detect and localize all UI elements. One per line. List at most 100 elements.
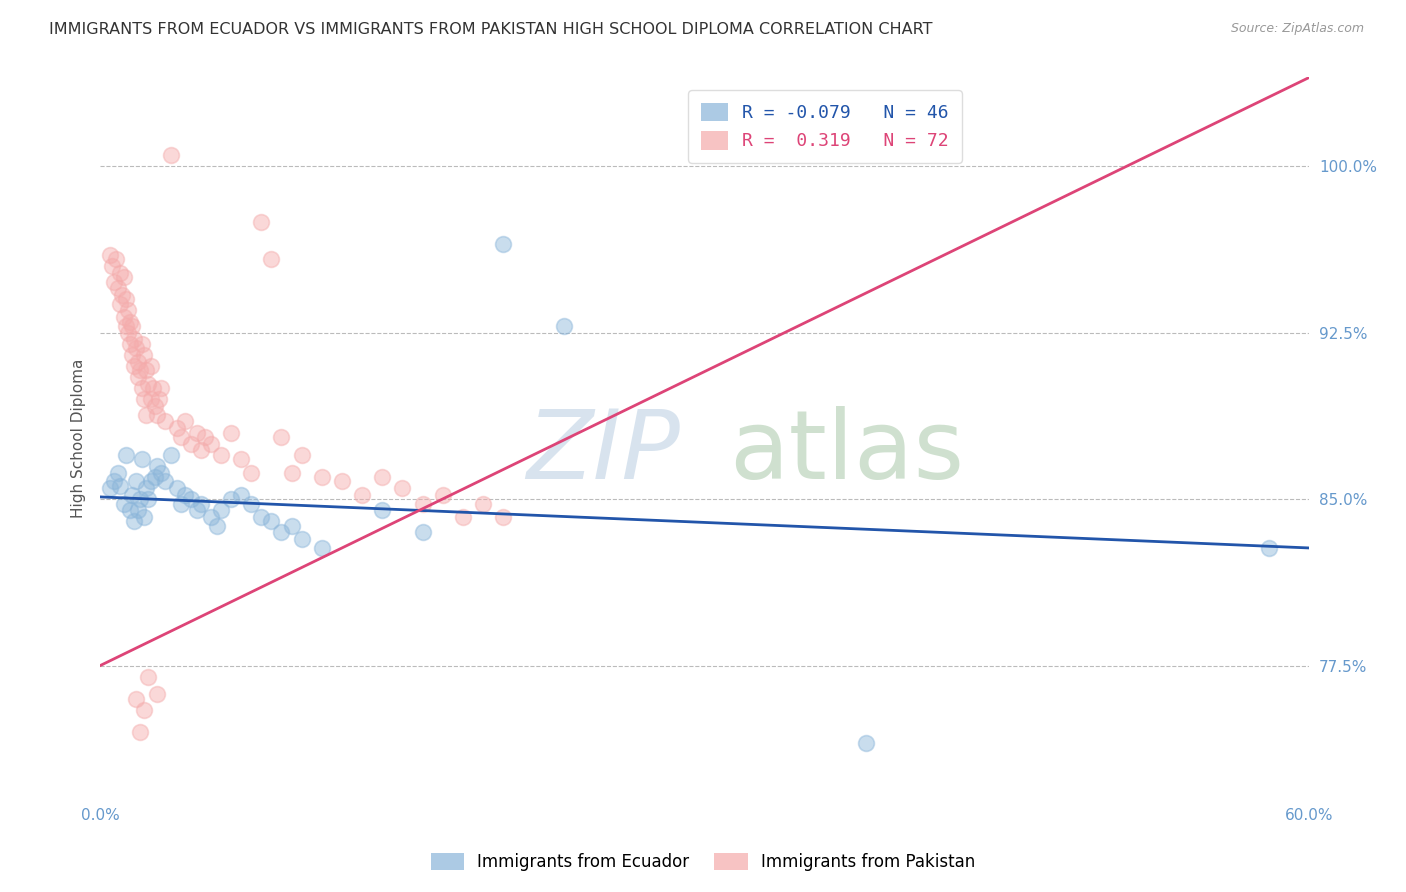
Legend: Immigrants from Ecuador, Immigrants from Pakistan: Immigrants from Ecuador, Immigrants from… (422, 845, 984, 880)
Point (231, 452, 253, 467)
Point (209, 503, 232, 517)
Point (112, 310, 135, 325)
Point (186, 503, 208, 517)
Point (127, 354, 149, 368)
Point (110, 266, 132, 280)
Point (120, 336, 142, 351)
Point (107, 281, 129, 295)
Point (260, 252, 283, 267)
Point (145, 408, 167, 422)
Point (240, 497, 263, 511)
Point (149, 466, 172, 480)
Point (492, 236, 515, 251)
Legend: R = -0.079   N = 46, R =  0.319   N = 72: R = -0.079 N = 46, R = 0.319 N = 72 (688, 90, 962, 163)
Point (131, 381, 153, 395)
Point (153, 475, 176, 489)
Point (115, 448, 138, 462)
Point (231, 488, 253, 502)
Point (103, 475, 125, 489)
Text: IMMIGRANTS FROM ECUADOR VS IMMIGRANTS FROM PAKISTAN HIGH SCHOOL DIPLOMA CORRELAT: IMMIGRANTS FROM ECUADOR VS IMMIGRANTS FR… (49, 22, 932, 37)
Point (110, 297, 132, 311)
Point (131, 452, 153, 467)
Point (412, 525, 434, 540)
Point (180, 492, 202, 507)
Point (139, 392, 162, 407)
Text: ZIP: ZIP (527, 406, 681, 499)
Point (270, 525, 292, 540)
Point (111, 288, 134, 302)
Point (149, 381, 172, 395)
Point (115, 293, 138, 307)
Point (855, 736, 877, 750)
Point (145, 688, 167, 702)
Point (112, 270, 135, 285)
Point (371, 503, 394, 517)
Point (135, 363, 157, 377)
Point (166, 421, 188, 435)
Point (117, 326, 139, 340)
Point (135, 481, 157, 495)
Point (352, 488, 374, 502)
Point (432, 488, 454, 502)
Point (260, 514, 283, 528)
Point (124, 359, 146, 373)
Point (472, 497, 495, 511)
Point (129, 492, 152, 507)
Point (173, 488, 195, 502)
Point (105, 252, 128, 267)
Point (250, 215, 273, 229)
Point (134, 703, 156, 717)
Point (125, 692, 148, 706)
Point (121, 348, 143, 362)
Point (170, 430, 193, 444)
Point (553, 318, 575, 333)
Point (127, 503, 149, 517)
Point (311, 470, 333, 484)
Point (190, 497, 212, 511)
Point (492, 509, 515, 524)
Point (291, 448, 314, 462)
Point (1257, 541, 1279, 555)
Point (291, 532, 314, 546)
Point (107, 466, 129, 480)
Point (129, 725, 152, 739)
Point (139, 475, 162, 489)
Point (98, 248, 121, 262)
Point (103, 275, 125, 289)
Point (138, 492, 160, 507)
Point (98, 481, 121, 495)
Point (124, 332, 146, 346)
Point (250, 509, 273, 524)
Point (280, 466, 302, 480)
Point (143, 399, 166, 413)
Point (110, 479, 132, 493)
Point (115, 318, 138, 333)
Point (138, 670, 160, 684)
Point (209, 448, 232, 462)
Point (205, 518, 228, 533)
Point (127, 370, 149, 384)
Point (190, 443, 212, 458)
Y-axis label: High School Diploma: High School Diploma (72, 359, 86, 517)
Point (153, 414, 176, 428)
Point (159, 448, 181, 462)
Point (143, 470, 166, 484)
Point (141, 381, 163, 395)
Point (371, 470, 394, 484)
Point (219, 492, 242, 507)
Point (194, 430, 217, 444)
Point (330, 475, 353, 489)
Text: Source: ZipAtlas.com: Source: ZipAtlas.com (1230, 22, 1364, 36)
Point (159, 148, 181, 162)
Text: atlas: atlas (728, 406, 965, 499)
Point (412, 497, 434, 511)
Point (125, 475, 148, 489)
Point (166, 481, 188, 495)
Point (173, 414, 195, 428)
Point (200, 436, 222, 450)
Point (117, 303, 139, 318)
Point (121, 318, 143, 333)
Point (451, 509, 474, 524)
Point (124, 514, 146, 528)
Point (120, 315, 142, 329)
